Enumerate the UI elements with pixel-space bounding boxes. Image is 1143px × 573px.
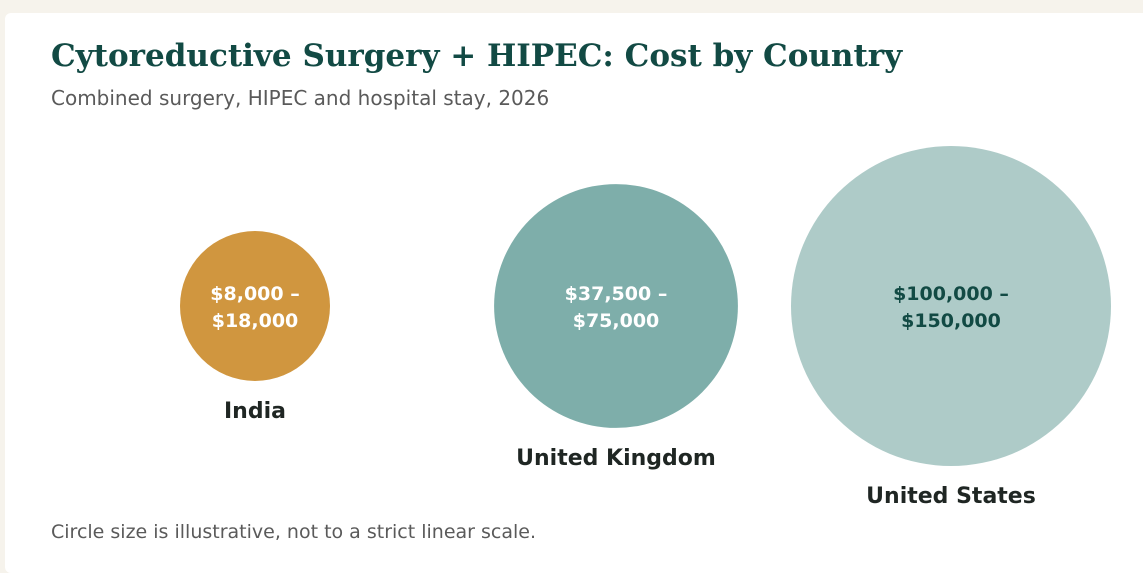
chart-subtitle: Combined surgery, HIPEC and hospital sta… [51, 86, 550, 110]
country-label: United States [866, 484, 1036, 509]
chart-title: Cytoreductive Surgery + HIPEC: Cost by C… [51, 38, 903, 74]
bubble-india [180, 231, 330, 381]
bubble-value-label: $150,000 [901, 310, 1001, 332]
bubble-united-states [791, 146, 1111, 466]
bubble-united-kingdom [494, 184, 738, 428]
bubble-value-label: $8,000 – [210, 283, 299, 305]
country-label: United Kingdom [516, 446, 716, 471]
bubble-value-label: $100,000 – [893, 283, 1009, 305]
bubble-value-label: $18,000 [212, 310, 299, 332]
bubble-value-label: $75,000 [573, 310, 660, 332]
bubble-value-label: $37,500 – [565, 283, 668, 305]
chart-footnote: Circle size is illustrative, not to a st… [51, 521, 537, 543]
country-label: India [224, 399, 286, 424]
bubble-chart: $8,000 – $18,000 India $37,500 – $75,000 Unit… [180, 146, 1111, 509]
